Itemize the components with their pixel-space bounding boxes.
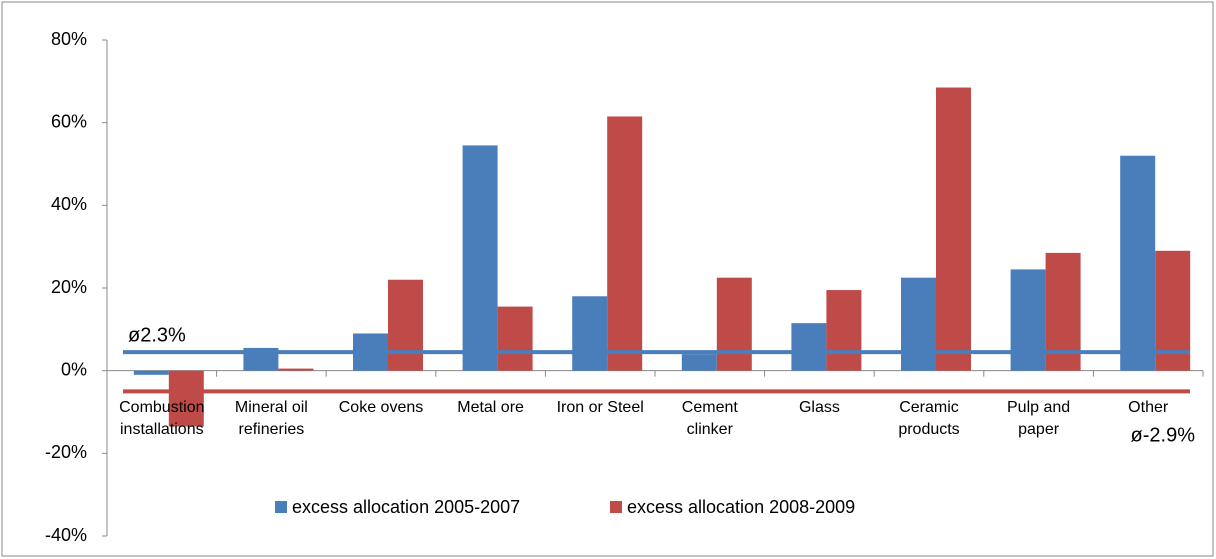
x-tick-label: Ceramic products [898, 399, 960, 438]
bar [388, 279, 423, 371]
x-tick-label: Coke ovens [338, 399, 424, 416]
bar [497, 306, 533, 371]
bar [936, 87, 971, 371]
x-tick-label: Mineral oil refineries [234, 399, 308, 438]
x-tick-label: Glass [798, 399, 840, 416]
annotation: ø2.3% [128, 324, 186, 346]
annotation: ø-2.9% [1131, 424, 1196, 446]
x-tick-label: Pulp and paper [1007, 399, 1071, 438]
y-tick-label: 40% [51, 194, 87, 214]
bar [716, 277, 752, 371]
bar [462, 145, 498, 371]
y-tick-label: 60% [51, 111, 87, 131]
legend-label: excess allocation 2008-2009 [627, 497, 855, 517]
bar [168, 370, 204, 427]
bar [901, 277, 936, 371]
bar [826, 290, 862, 371]
bar [572, 296, 608, 371]
x-tick-label: Cement clinker [681, 399, 738, 438]
x-tick-label: Other [1128, 399, 1169, 416]
bar [681, 354, 717, 371]
bar [1120, 155, 1156, 371]
bar [1010, 269, 1046, 371]
x-tick-label: Metal ore [457, 399, 524, 416]
legend-swatch [275, 501, 287, 513]
y-tick-label: 80% [51, 29, 87, 49]
legend-label: excess allocation 2005-2007 [292, 497, 520, 517]
bar [133, 370, 169, 375]
legend-swatch [610, 501, 622, 513]
y-tick-label: -40% [45, 525, 87, 545]
bar [607, 116, 643, 371]
y-tick-label: -20% [45, 442, 87, 462]
bar [278, 368, 314, 371]
y-tick-label: 0% [61, 359, 87, 379]
bar [791, 323, 827, 371]
x-tick-label: Combustion installations [119, 399, 205, 438]
x-tick-label: Iron or Steel [556, 399, 644, 416]
y-tick-label: 20% [51, 277, 87, 297]
